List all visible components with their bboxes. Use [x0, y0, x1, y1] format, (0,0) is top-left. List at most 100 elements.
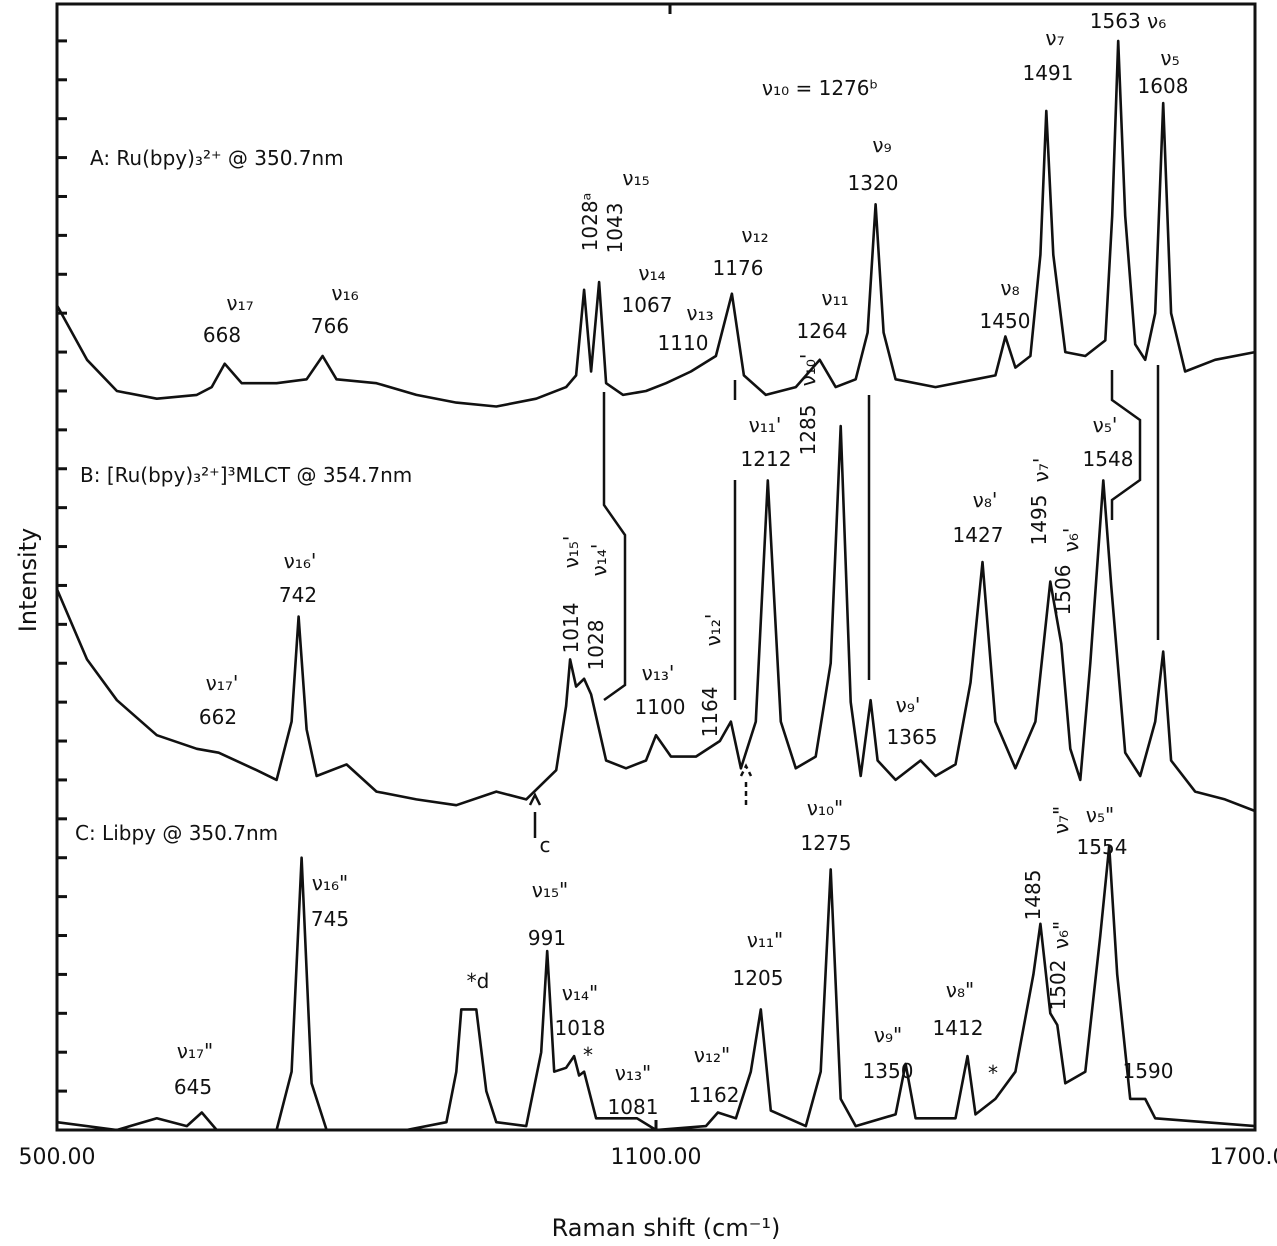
peak-label: 645: [174, 1075, 212, 1099]
peak-label: ν₅': [1093, 413, 1118, 437]
x-tick-label: 1700.00: [1210, 1145, 1277, 1170]
peak-label: ν₁₁': [749, 413, 782, 437]
peak-label: 742: [279, 583, 317, 607]
peak-label: ν₉': [896, 693, 921, 717]
peak-label: ν₈": [946, 978, 974, 1002]
peak-label: ν₆': [1059, 528, 1083, 553]
peak-label: 1502: [1046, 960, 1070, 1011]
peak-label: 1014: [559, 603, 583, 654]
peak-label: 662: [199, 705, 237, 729]
peak-label: 1506: [1051, 565, 1075, 616]
peak-label: 1412: [933, 1016, 984, 1040]
peak-label: 1081: [608, 1095, 659, 1119]
peak-label: 766: [311, 314, 349, 338]
peak-label: 1176: [713, 256, 764, 280]
peak-label: 1590: [1123, 1059, 1174, 1083]
peak-label: 1162: [689, 1083, 740, 1107]
spectrum-line: [55, 39, 1256, 408]
peak-label: ν₁₂": [694, 1043, 730, 1067]
peak-label: 1275: [801, 831, 852, 855]
connectors: [528, 365, 1160, 838]
peak-label: ν₁₄": [562, 981, 598, 1005]
peak-label: ν₁₆: [331, 281, 358, 305]
peak-label: 1320: [848, 171, 899, 195]
peak-label: ν₁₄: [638, 261, 665, 285]
peak-label: ν₇": [1049, 806, 1073, 834]
peak-label: 1563 ν₆: [1090, 9, 1166, 33]
peak-label: ν₁₂: [741, 223, 768, 247]
peak-label: ν₁₂': [701, 614, 725, 647]
y-axis-label: Intensity: [14, 528, 42, 632]
peak-label: ν₉: [872, 133, 891, 157]
x-tick-label: 1100.00: [611, 1145, 702, 1170]
peak-label: 1164: [698, 687, 722, 738]
connector: [602, 392, 627, 702]
marker-arrow: [739, 763, 753, 805]
plot-frame: [55, 2, 1257, 1132]
peak-label: ν₁₇': [206, 671, 239, 695]
peak-label: c: [540, 833, 551, 857]
peak-label: 1018: [555, 1016, 606, 1040]
peak-label: 991: [528, 926, 566, 950]
peak-label: ν₇': [1029, 458, 1053, 483]
peak-label: ν₆": [1049, 921, 1073, 949]
spectrum-label: C: Libpy @ 350.7nm: [75, 821, 278, 845]
marker-arrow: [528, 792, 542, 838]
peak-label: ν₁₇: [226, 291, 253, 315]
peak-label: 1205: [733, 966, 784, 990]
peak-label: 1028ᵃ: [578, 193, 602, 252]
peak-label: ν₁₀ = 1276ᵇ: [762, 76, 878, 100]
peak-label: 1264: [797, 319, 848, 343]
peak-label: ν₁₇": [177, 1039, 213, 1063]
peak-label: 1495: [1027, 495, 1051, 546]
x-tick-label: 500.00: [19, 1145, 96, 1170]
peak-label: 1485: [1021, 870, 1045, 921]
peak-label: ν₁₅": [532, 878, 568, 902]
peak-label: 668: [203, 323, 241, 347]
peak-label: ν₅": [1086, 803, 1114, 827]
peak-label: ν₈': [973, 488, 998, 512]
peak-label: 1365: [887, 725, 938, 749]
peak-label: 1028: [584, 620, 608, 671]
peak-label: *: [583, 1043, 593, 1067]
connector: [1110, 370, 1142, 520]
peak-label: 1100: [635, 695, 686, 719]
peak-label: ν₁₄': [587, 544, 611, 577]
spectrum-label: B: [Ru(bpy)₃²⁺]³MLCT @ 354.7nm: [80, 463, 412, 487]
peak-label: *d: [467, 969, 490, 993]
peak-label: 1427: [953, 523, 1004, 547]
peak-label: ν₁₁: [821, 286, 848, 310]
peak-label: ν₁₃: [686, 301, 713, 325]
peak-label: 745: [311, 907, 349, 931]
peak-label: 1043: [603, 203, 627, 254]
peak-label: ν₈: [1000, 276, 1019, 300]
spectrum-line: [56, 844, 1256, 1132]
peak-label: ν₇: [1045, 26, 1064, 50]
peak-label: ν₁₆': [284, 549, 317, 573]
peak-label: ν₉": [874, 1023, 902, 1047]
peak-label: 1212: [741, 447, 792, 471]
peak-label: 1608: [1138, 74, 1189, 98]
peak-label: 1450: [980, 309, 1031, 333]
x-axis-label: Raman shift (cm⁻¹): [552, 1214, 781, 1242]
peak-label: ν₁₅: [622, 166, 649, 190]
peak-label: 1067: [622, 293, 673, 317]
peak-label: ν₁₀': [796, 354, 820, 387]
peak-label: 1548: [1083, 447, 1134, 471]
peak-label: ν₁₁": [747, 928, 783, 952]
peak-label: 1491: [1023, 61, 1074, 85]
peak-label: 1554: [1077, 835, 1128, 859]
peak-label: ν₁₃": [615, 1061, 651, 1085]
peak-label: 1110: [658, 331, 709, 355]
peak-label: *: [988, 1061, 998, 1085]
peak-label: 1350: [863, 1059, 914, 1083]
peak-label: 1285: [796, 405, 820, 456]
peak-label: ν₁₆": [312, 871, 348, 895]
spectrum-line: [55, 424, 1256, 813]
peak-label: ν₁₃': [642, 661, 675, 685]
peak-label: ν₁₀": [807, 796, 843, 820]
peak-label: ν₁₅': [559, 536, 583, 569]
peak-label: ν₅: [1160, 46, 1179, 70]
spectrum-label: A: Ru(bpy)₃²⁺ @ 350.7nm: [90, 146, 344, 170]
